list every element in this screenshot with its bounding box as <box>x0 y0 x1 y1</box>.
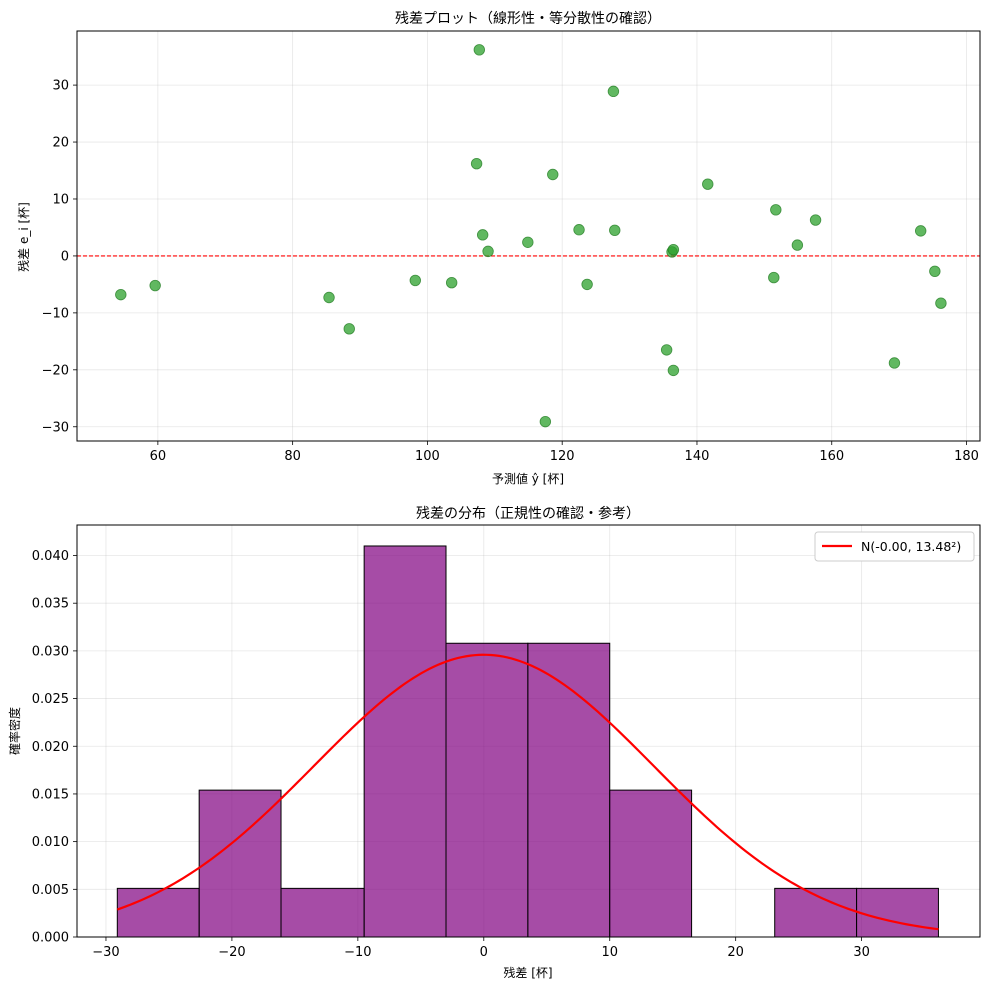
scatter-point <box>660 344 673 356</box>
scatter-x-tick-label: 160 <box>819 449 844 464</box>
scatter-point <box>768 271 780 284</box>
histogram-x-label: 残差 [杯] <box>503 966 552 980</box>
histogram-y-tick-label: 0.005 <box>32 883 69 898</box>
scatter-x-tick-label: 180 <box>954 449 979 464</box>
histogram-y-tick-label: 0.030 <box>32 644 69 659</box>
scatter-point <box>115 288 127 301</box>
scatter-point <box>702 178 714 190</box>
histogram-y-ticks: 0.000 0.005 0.010 0.015 0.020 0.025 0.030 0.035… <box>32 549 77 946</box>
scatter-point <box>522 236 534 248</box>
scatter-x-tick-label: 120 <box>550 449 575 464</box>
histogram-bars <box>116 545 939 938</box>
scatter-points <box>115 44 947 428</box>
histogram-y-label: 確率密度 <box>7 707 22 755</box>
histogram-y-tick-label: 0.025 <box>32 692 69 707</box>
histogram-bar <box>198 789 282 938</box>
histogram-x-tick-label: 0 <box>480 945 488 960</box>
scatter-x-label: 予測値 ŷ [杯] <box>492 471 564 486</box>
histogram-title: 残差の分布（正規性の確認・参考） <box>416 505 640 522</box>
histogram-x-ticks: −30 −20 −10 0 10 20 30 <box>92 937 870 960</box>
scatter-point <box>149 279 161 292</box>
histogram-y-tick-label: 0.040 <box>32 549 69 564</box>
scatter-grid <box>77 31 980 441</box>
scatter-y-tick-label: 20 <box>52 136 69 151</box>
scatter-point <box>809 214 822 226</box>
histogram-x-tick-label: 30 <box>853 945 870 960</box>
histogram-y-tick-label: 0.000 <box>32 931 69 946</box>
scatter-point <box>791 239 804 251</box>
scatter-y-ticks: −30 −20 −10 0 10 20 30 <box>42 79 77 435</box>
scatter-y-tick-label: 10 <box>52 192 69 207</box>
scatter-frame <box>76 30 981 442</box>
scatter-x-tick-label: 80 <box>284 449 301 464</box>
scatter-point <box>323 291 335 304</box>
scatter-point <box>609 224 621 237</box>
legend: N(-0.00, 13.48²) <box>814 531 975 562</box>
scatter-y-label: 残差 e_i [杯] <box>17 202 31 272</box>
scatter-point <box>476 229 489 241</box>
scatter-y-tick-label: 0 <box>61 249 69 264</box>
scatter-point <box>473 44 486 56</box>
scatter-point <box>573 224 585 236</box>
legend-box <box>814 531 975 562</box>
scatter-point <box>935 297 947 309</box>
scatter-x-tick-label: 140 <box>685 449 710 464</box>
legend-label: N(-0.00, 13.48²) <box>861 539 961 554</box>
histogram-bar <box>609 789 693 938</box>
histogram-bar <box>856 887 939 938</box>
scatter-point <box>445 276 458 289</box>
scatter-point <box>770 204 782 216</box>
scatter-x-tick-label: 100 <box>415 449 440 464</box>
scatter-y-tick-label: −30 <box>42 420 69 435</box>
histogram-bar <box>116 887 200 938</box>
scatter-point <box>470 157 483 170</box>
histogram-x-tick-label: 10 <box>601 945 618 960</box>
histogram-x-tick-label: 20 <box>727 945 744 960</box>
histogram-y-tick-label: 0.035 <box>32 597 69 612</box>
scatter-point <box>667 243 680 256</box>
histogram-bar <box>363 545 447 938</box>
histogram-x-tick-label: −30 <box>92 945 119 960</box>
histogram-x-tick-label: −10 <box>344 945 371 960</box>
scatter-point <box>547 168 559 181</box>
histogram-bar <box>280 887 365 938</box>
histogram-x-tick-label: −20 <box>218 945 245 960</box>
scatter-point <box>914 225 927 237</box>
scatter-title: 残差プロット（線形性・等分散性の確認） <box>395 10 661 27</box>
scatter-x-ticks: 60 80 100 120 140 160 180 <box>150 441 979 464</box>
histogram-y-tick-label: 0.020 <box>32 740 69 755</box>
scatter-y-tick-label: −10 <box>42 306 69 321</box>
scatter-point <box>343 323 355 335</box>
scatter-point <box>607 85 620 98</box>
histogram-frame <box>76 524 981 938</box>
scatter-point <box>539 415 552 428</box>
scatter-x-tick-label: 60 <box>150 449 167 464</box>
normal-density-curve <box>116 653 939 931</box>
scatter-point <box>409 274 421 287</box>
scatter-point <box>888 357 901 369</box>
scatter-y-tick-label: 30 <box>52 79 69 94</box>
residual-histogram: 残差の分布（正規性の確認・参考） −30 −20 −10 0 10 20 30 0.0000… <box>7 505 981 980</box>
histogram-y-tick-label: 0.010 <box>32 835 69 850</box>
histogram-bar <box>445 642 529 938</box>
scatter-point <box>482 245 494 258</box>
scatter-point <box>929 265 941 278</box>
scatter-y-tick-label: −20 <box>42 363 69 378</box>
scatter-point <box>581 278 593 291</box>
scatter-point <box>667 364 680 377</box>
residual-scatter-plot: 残差プロット（線形性・等分散性の確認） 60 80 100 120 140 160 180 … <box>17 10 981 486</box>
normal-curve <box>116 653 939 931</box>
histogram-y-tick-label: 0.015 <box>32 787 69 802</box>
